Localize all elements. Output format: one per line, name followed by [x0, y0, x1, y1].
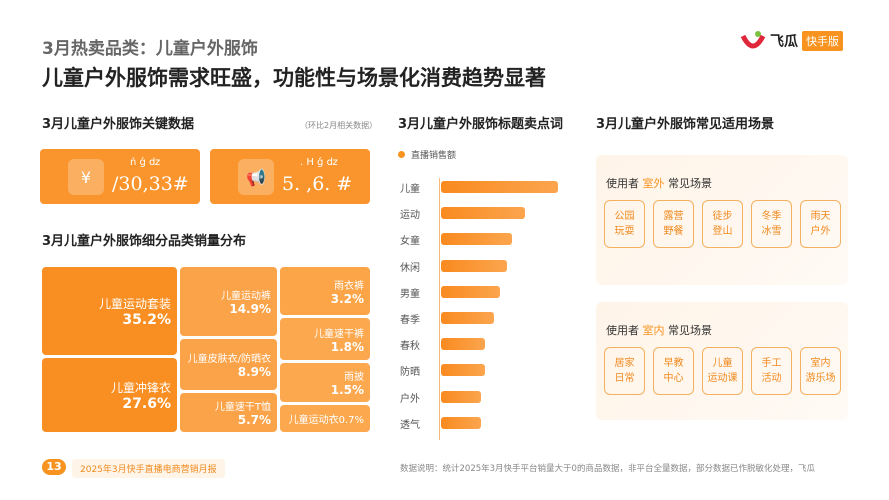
cell-label: 儿童速干T恤	[214, 402, 271, 413]
logo: 飞瓜 快手版	[740, 30, 843, 52]
treemap-title: 3月儿童户外服饰细分品类销量分布	[42, 234, 247, 249]
scene-chip: 雨天 户外	[800, 200, 841, 248]
bar-透气	[441, 416, 481, 429]
data-note: 数据说明：统计2025年3月快手平台销量大于0的商品数据，非平台全量数据，部分数…	[400, 464, 815, 474]
indoor-panel: 使用者 室内 常见场景 居家 日常 早教 中心 儿童 运动课 手工 活动 室内 游乐场	[596, 302, 848, 420]
yen-coin-icon: ¥	[68, 159, 104, 195]
outdoor-panel: 使用者 室外 常见场景 公园 玩耍 露营 野餐 徒步 登山 冬季 冰雪 雨天 户外	[596, 155, 848, 285]
scene-chip: 室内 游乐场	[800, 347, 841, 395]
cell-label: 儿童运动衣0.7%	[288, 415, 364, 426]
bar-运动	[441, 207, 526, 220]
cell-label: 儿童冲锋衣	[110, 380, 171, 395]
report-label: 2025年3月快手直播电商营销月报	[72, 459, 225, 478]
category-label: 透气	[400, 419, 420, 431]
cell-label: 儿童运动套装	[98, 296, 171, 311]
scene-chip: 徒步 登山	[702, 200, 743, 248]
cell-value: 35.2%	[122, 311, 171, 328]
category-label: 运动	[400, 210, 420, 222]
logo-text: 飞瓜	[770, 34, 798, 50]
bar-女童	[441, 233, 513, 246]
card-value: /30,33#	[112, 173, 189, 195]
bar-防晒	[441, 364, 486, 377]
cell-label: 雨衣裤	[334, 280, 364, 292]
treemap-cell: 儿童运动衣0.7%	[280, 405, 370, 432]
scene-chip: 居家 日常	[604, 347, 645, 395]
scene-chip: 儿童 运动课	[702, 347, 743, 395]
outdoor-heading: 使用者 室外 常见场景	[606, 177, 712, 190]
cell-label: 雨披	[344, 372, 364, 383]
bar-休闲	[441, 259, 507, 272]
scene-chip: 冬季 冰雪	[751, 200, 792, 248]
cell-value: 1.8%	[330, 339, 364, 354]
scenes-title: 3月儿童户外服饰常见适用场景	[596, 117, 775, 132]
cell-value: 3.2%	[330, 291, 364, 306]
cell-value: 1.5%	[330, 383, 364, 397]
treemap-cell: 儿童运动裤 14.9%	[180, 267, 277, 336]
category-label: 女童	[400, 236, 420, 248]
key-data-note: （环比2月相关数据）	[300, 121, 378, 130]
cell-label: 儿童皮肤衣/防晒衣	[187, 354, 271, 365]
legend-dot-icon	[398, 151, 405, 158]
bar-春季	[441, 312, 494, 324]
page-number: 13	[42, 459, 66, 475]
treemap-cell: 儿童皮肤衣/防晒衣 8.9%	[180, 339, 277, 390]
cell-value: 14.9%	[229, 302, 271, 316]
treemap-cell: 儿童运动套装 35.2%	[42, 267, 177, 355]
cell-label: 儿童速干裤	[314, 328, 364, 340]
megaphone-icon: 📢	[238, 159, 274, 195]
cell-value: 27.6%	[122, 395, 171, 412]
category-label: 春季	[400, 315, 420, 326]
chart-title: 3月儿童户外服饰标题卖点词	[398, 117, 564, 132]
category-label: 春秋	[400, 341, 420, 353]
treemap-cell: 儿童速干裤 1.8%	[280, 318, 370, 360]
card-label: . H ǵ ǳ	[300, 157, 339, 168]
cell-value: 8.9%	[237, 365, 271, 379]
indoor-heading: 使用者 室内 常见场景	[606, 324, 712, 337]
logo-icon	[740, 31, 766, 49]
treemap-cell: 雨披 1.5%	[280, 363, 370, 402]
bar-男童	[441, 285, 500, 298]
cell-value: 5.7%	[237, 413, 271, 427]
treemap-cell: 雨衣裤 3.2%	[280, 267, 370, 315]
cell-label: 儿童运动裤	[221, 291, 271, 302]
bar-春秋	[441, 338, 486, 351]
category-label: 户外	[400, 393, 420, 405]
treemap-cell: 儿童速干T恤 5.7%	[180, 393, 277, 432]
key-card-1: ¥ ǹ ǵ ǳ /30,33#	[40, 149, 200, 204]
category-label: 休闲	[400, 262, 420, 274]
scene-chip: 早教 中心	[653, 347, 694, 395]
scene-chip: 手工 活动	[751, 347, 792, 395]
bar-儿童	[441, 181, 558, 193]
key-data-title: 3月儿童户外服饰关键数据	[42, 117, 195, 132]
category-label: 儿童	[400, 184, 420, 195]
chart-axis	[439, 178, 440, 440]
scene-chip: 露营 野餐	[653, 200, 694, 248]
key-card-2: 📢 . H ǵ ǳ 5. ,6. #	[210, 149, 370, 204]
scene-chip: 公园 玩耍	[604, 200, 645, 248]
page-title: 儿童户外服饰需求旺盛，功能性与场景化消费趋势显著	[42, 66, 546, 90]
card-label: ǹ ǵ ǳ	[130, 157, 161, 168]
chart-legend: 直播销售额	[398, 148, 456, 161]
bar-户外	[441, 390, 481, 403]
logo-badge: 快手版	[802, 31, 843, 51]
category-label: 男童	[400, 288, 420, 300]
category-label: 防晒	[400, 367, 420, 379]
page-subtitle: 3月热卖品类：儿童户外服饰	[42, 39, 258, 59]
legend-label: 直播销售额	[411, 151, 457, 161]
card-value: 5. ,6. #	[282, 173, 353, 195]
treemap-cell: 儿童冲锋衣 27.6%	[42, 358, 177, 432]
